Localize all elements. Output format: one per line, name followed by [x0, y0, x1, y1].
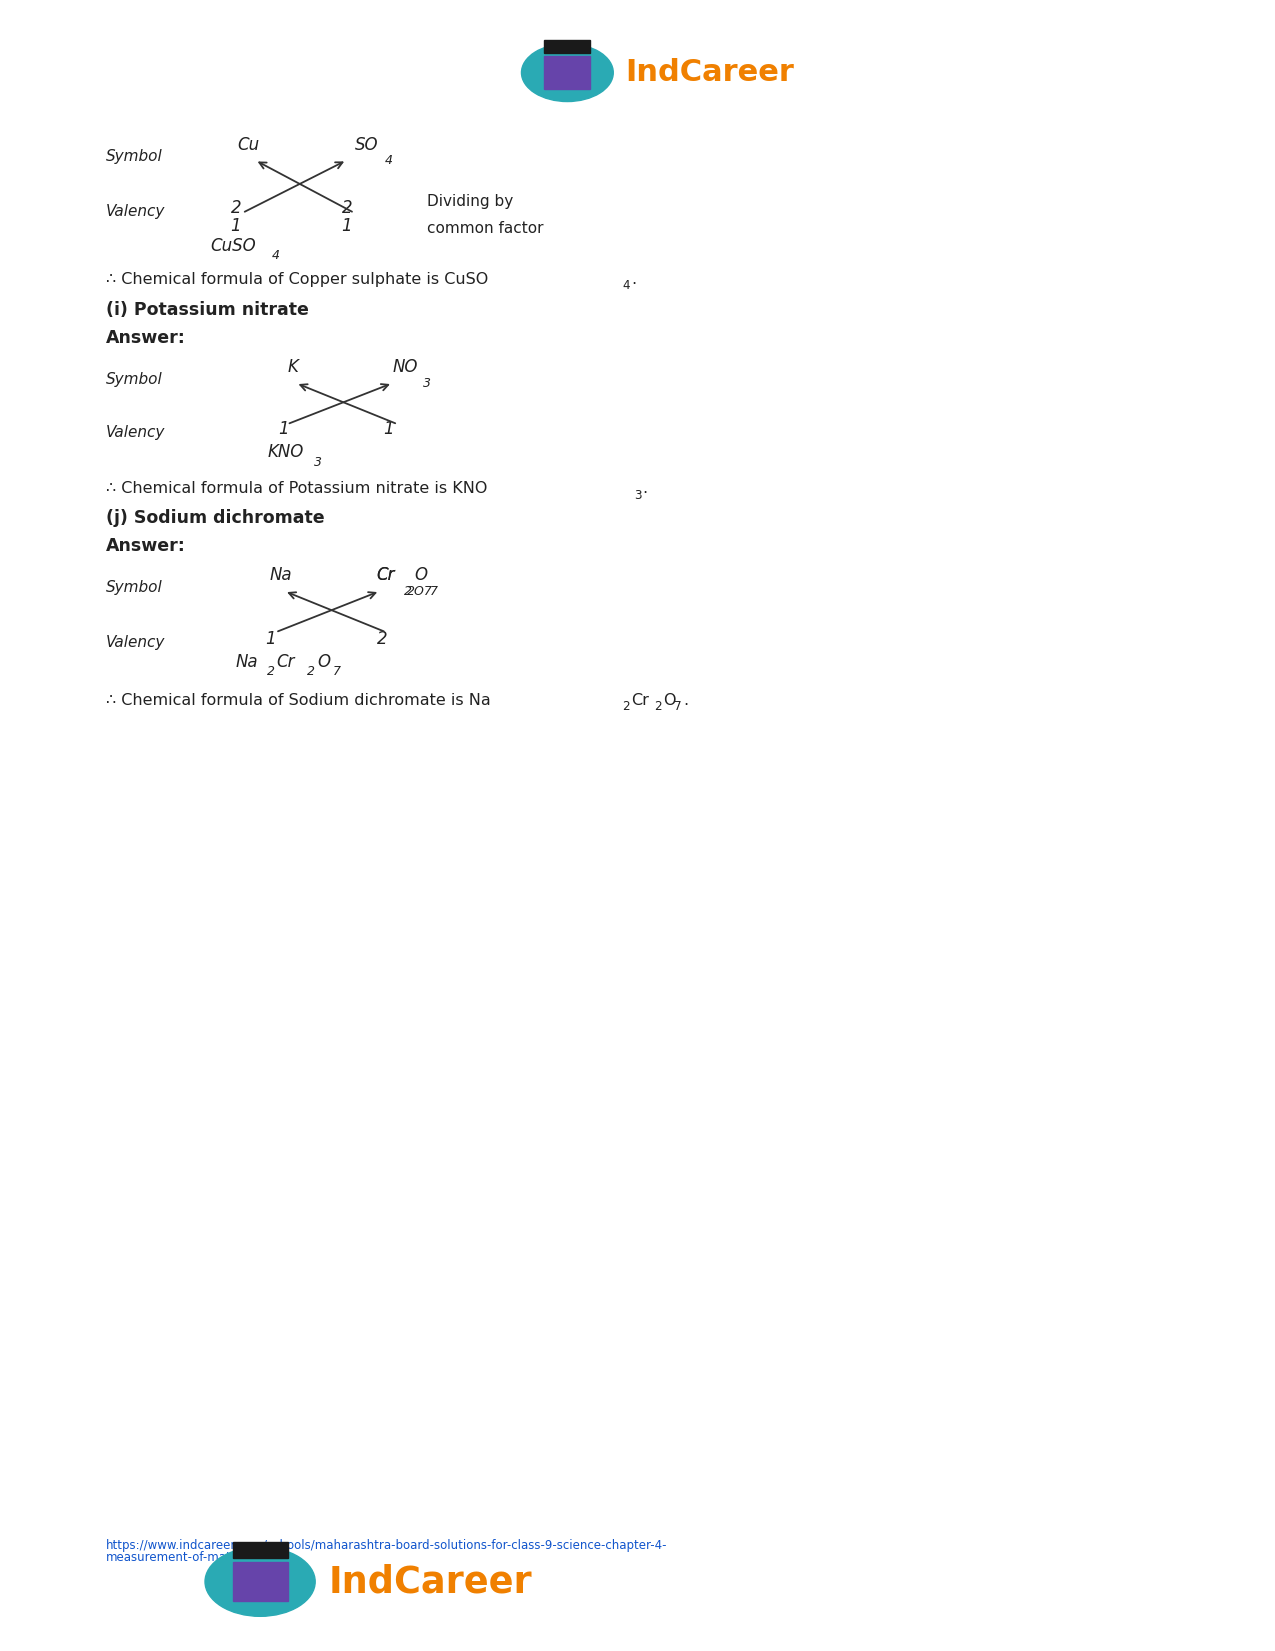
Ellipse shape: [521, 45, 613, 102]
Text: 2: 2: [404, 584, 412, 598]
Text: Valency: Valency: [106, 424, 166, 441]
Text: Valency: Valency: [106, 203, 166, 220]
Text: (i) Potassium nitrate: (i) Potassium nitrate: [106, 302, 309, 319]
Text: SO: SO: [354, 135, 379, 154]
Text: 2O7: 2O7: [407, 584, 432, 598]
Text: 3: 3: [634, 489, 641, 502]
Text: 3: 3: [314, 456, 321, 469]
Text: 2: 2: [654, 700, 662, 713]
Text: Cr: Cr: [631, 692, 649, 708]
Text: IndCareer: IndCareer: [329, 1563, 533, 1600]
Text: NO: NO: [393, 358, 418, 376]
Text: Answer:: Answer:: [106, 330, 186, 347]
Text: .: .: [631, 271, 636, 287]
Polygon shape: [544, 40, 590, 53]
Text: Cu: Cu: [237, 135, 260, 154]
Text: (j) Sodium dichromate: (j) Sodium dichromate: [106, 510, 324, 527]
Text: ∴ Chemical formula of Copper sulphate is CuSO: ∴ Chemical formula of Copper sulphate is…: [106, 271, 488, 287]
Text: Na: Na: [269, 566, 292, 584]
Text: O: O: [414, 566, 427, 584]
Text: 2: 2: [307, 665, 315, 679]
Text: 2: 2: [377, 631, 388, 647]
Ellipse shape: [205, 1547, 315, 1616]
Text: 2: 2: [266, 665, 274, 679]
Text: 1: 1: [342, 218, 352, 234]
Text: Symbol: Symbol: [106, 149, 163, 165]
Polygon shape: [544, 56, 590, 89]
Text: 7: 7: [674, 700, 682, 713]
Text: K: K: [288, 358, 298, 376]
Text: 1: 1: [278, 421, 288, 438]
Polygon shape: [232, 1542, 288, 1559]
Text: Dividing by
common factor: Dividing by common factor: [427, 193, 543, 236]
Text: 7: 7: [430, 584, 437, 598]
Text: 4: 4: [272, 249, 279, 263]
Text: https://www.indcareer.com/schools/maharashtra-board-solutions-for-class-9-scienc: https://www.indcareer.com/schools/mahara…: [106, 1539, 667, 1552]
Text: 7: 7: [333, 665, 340, 679]
Text: ∴ Chemical formula of Potassium nitrate is KNO: ∴ Chemical formula of Potassium nitrate …: [106, 480, 487, 497]
Text: CuSO: CuSO: [210, 238, 256, 254]
Text: Symbol: Symbol: [106, 371, 163, 388]
Text: KNO: KNO: [268, 444, 305, 461]
Text: Symbol: Symbol: [106, 580, 163, 596]
Text: Answer:: Answer:: [106, 538, 186, 555]
Text: 1: 1: [384, 421, 394, 438]
Text: 1: 1: [231, 218, 241, 234]
Text: 3: 3: [423, 376, 431, 390]
Text: 2: 2: [342, 200, 352, 216]
Text: O: O: [317, 654, 330, 670]
Text: .: .: [643, 480, 648, 497]
Text: 1: 1: [265, 631, 275, 647]
Text: Valency: Valency: [106, 634, 166, 650]
Text: 4: 4: [622, 279, 630, 292]
Text: 2: 2: [231, 200, 241, 216]
Text: ∴ Chemical formula of Sodium dichromate is Na: ∴ Chemical formula of Sodium dichromate …: [106, 692, 491, 708]
Text: O: O: [663, 692, 676, 708]
Text: Cr: Cr: [376, 566, 395, 584]
Text: IndCareer: IndCareer: [625, 58, 793, 88]
Text: Cr: Cr: [376, 566, 395, 584]
Text: Cr: Cr: [277, 654, 296, 670]
Polygon shape: [232, 1562, 288, 1601]
Text: Na: Na: [236, 654, 259, 670]
Text: .: .: [683, 692, 689, 708]
Text: 4: 4: [385, 154, 393, 167]
Text: 2: 2: [622, 700, 630, 713]
Text: measurement-of-matter/: measurement-of-matter/: [106, 1550, 252, 1563]
